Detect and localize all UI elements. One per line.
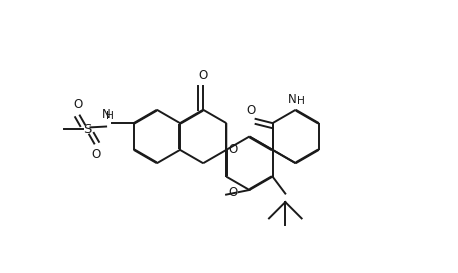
Text: N: N <box>288 93 297 106</box>
Text: H: H <box>297 96 305 106</box>
Text: O: O <box>198 69 208 82</box>
Text: O: O <box>229 186 238 199</box>
Text: O: O <box>247 104 256 117</box>
Text: S: S <box>83 123 91 136</box>
Text: O: O <box>92 148 101 161</box>
Text: O: O <box>229 143 238 156</box>
Text: H: H <box>106 111 114 121</box>
Text: N: N <box>102 108 110 121</box>
Text: O: O <box>73 98 82 111</box>
